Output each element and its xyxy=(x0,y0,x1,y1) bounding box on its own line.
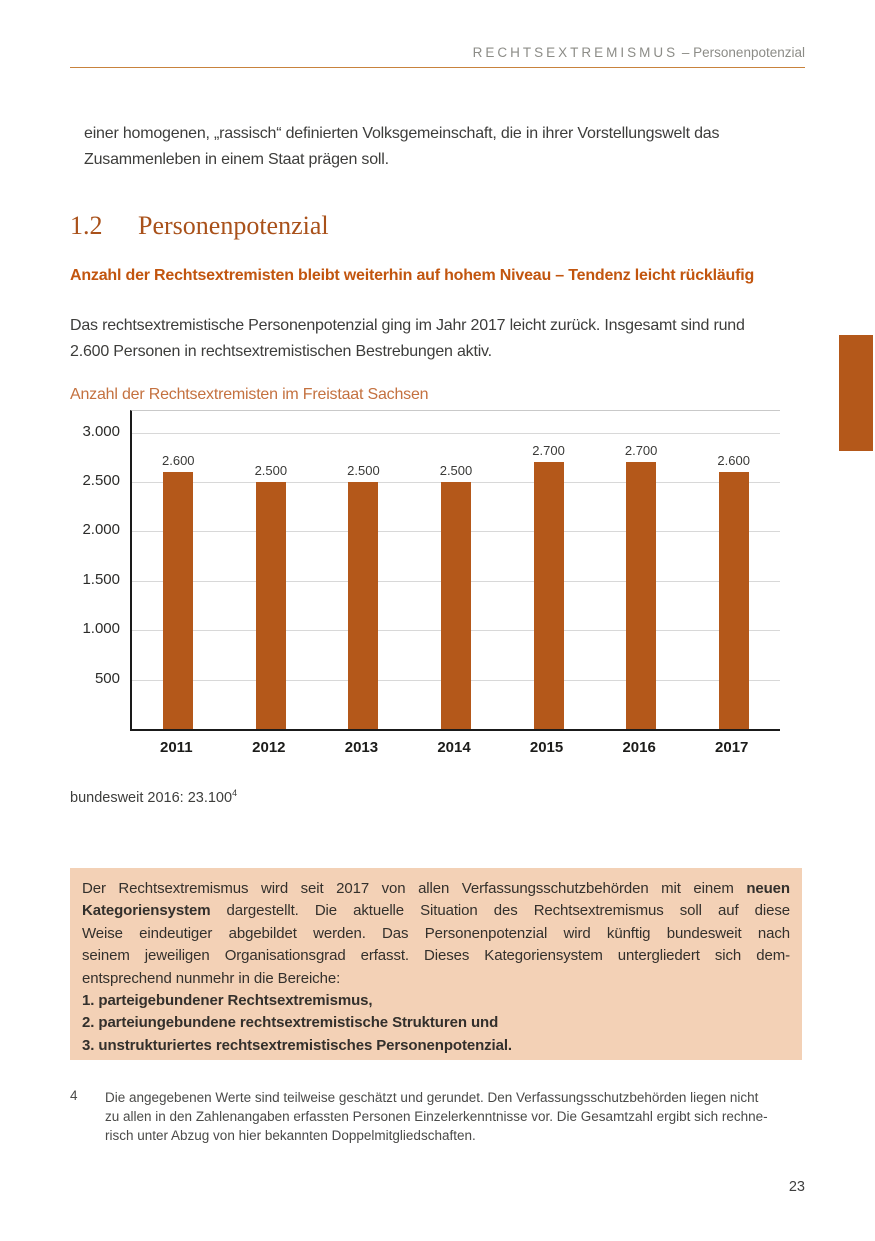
chart-plot-area: 2.600 2.500 2.500 2.500 2.700 2.700 2.600 xyxy=(130,410,780,731)
gridline-3.000 xyxy=(132,432,780,434)
bar-value-label-2016: 2.700 xyxy=(624,443,658,459)
y-axis-tick-2.000: 2.000 xyxy=(82,521,120,539)
chart-title: Anzahl der Rechtsextremisten im Freistaa… xyxy=(70,386,429,403)
section-subtitle: Anzahl der Rechtsextremisten bleibt weit… xyxy=(70,267,755,284)
info-box-line: seinem jeweiligen Organisationsgrad erfa… xyxy=(82,945,790,967)
x-axis-tick-2015: 2015 xyxy=(529,739,564,756)
y-axis-tick-1.000: 1.000 xyxy=(82,620,120,638)
x-axis-tick-2012: 2012 xyxy=(252,739,286,756)
info-box-bold-text: Kategoriensystem xyxy=(82,902,211,920)
bar-value-label-2015: 2.700 xyxy=(532,443,565,459)
header-subsection-label: Personenpotenzial xyxy=(693,45,805,60)
body-paragraph: Das rechtsextremistische Personenpotenzi… xyxy=(70,313,745,365)
header-separator: – xyxy=(678,45,694,60)
x-axis-tick-2017: 2017 xyxy=(715,739,749,756)
info-box-text: Der Rechtsextremismus wird seit 2017 von… xyxy=(82,880,747,897)
info-box-list-item: 3. unstrukturiertes rechtsextremistische… xyxy=(82,1036,512,1054)
bar-2014 xyxy=(441,481,471,729)
bar-value-label-2013: 2.500 xyxy=(347,462,380,478)
bar-2012 xyxy=(255,481,286,729)
x-axis-tick-2013: 2013 xyxy=(344,739,379,756)
bar-2011 xyxy=(163,472,194,729)
info-box: Der Rechtsextremismus wird seit 2017 von… xyxy=(70,868,802,1060)
section-heading: 1.2 Personenpotenzial xyxy=(70,211,329,241)
info-box-list-item: 2. parteiungebundene rechtsextremistisch… xyxy=(82,1014,499,1032)
text-line: Zusammenleben in einem Staat prägen soll… xyxy=(84,151,389,168)
info-box-list-item: 1. parteigebundener Rechtsextremismus, xyxy=(82,992,373,1010)
section-title: Personenpotenzial xyxy=(138,211,329,240)
text-line: risch unter Abzug von hier bekannten Dop… xyxy=(105,1128,476,1143)
info-box-line: Kategoriensystem dargestellt. Die aktuel… xyxy=(82,900,790,922)
x-axis-tick-2014: 2014 xyxy=(437,739,471,756)
page-header: RECHTSEXTREMISMUS – Personenpotenzial xyxy=(70,45,805,60)
section-number: 1.2 xyxy=(70,211,103,240)
bar-2015 xyxy=(533,462,564,729)
info-box-text: dargestellt. Die aktuelle Situation des … xyxy=(210,902,791,920)
y-axis-tick-500: 500 xyxy=(94,669,120,687)
info-box-text: entsprechend nunmehr in die Bereiche: xyxy=(82,969,341,987)
text-line: Das rechtsextremistische Personenpotenzi… xyxy=(70,317,745,334)
x-axis-tick-2016: 2016 xyxy=(622,739,656,756)
footnote-text: Die angegebenen Werte sind teilweise ges… xyxy=(105,1088,768,1145)
y-axis-tick-2.500: 2.500 xyxy=(82,471,120,489)
intro-paragraph: einer homogenen, „rassisch“ definierten … xyxy=(84,121,719,173)
info-box-line: Weise eindeutiger abgebildet werden. Das… xyxy=(82,923,790,945)
text-line: Die angegebenen Werte sind teilweise ges… xyxy=(105,1090,759,1105)
bar-value-label-2014: 2.500 xyxy=(439,462,473,478)
text-line: einer homogenen, „rassisch“ definierten … xyxy=(84,125,720,142)
text-line: zu allen in den Zahlenangaben erfassten … xyxy=(105,1109,768,1124)
y-axis-tick-1.500: 1.500 xyxy=(82,570,120,588)
y-axis-tick-3.000: 3.000 xyxy=(82,422,120,440)
bar-chart: 2.600 2.500 2.500 2.500 2.700 2.700 2.600 3.00… xyxy=(60,405,820,770)
info-box-text: Weise eindeutiger abgebildet werden. Das… xyxy=(82,924,790,942)
footnote-reference: 4 xyxy=(232,788,238,798)
bar-2016 xyxy=(626,462,657,729)
info-box-line: entsprechend nunmehr in die Bereiche: xyxy=(82,968,790,990)
info-box-bold-text: neuen xyxy=(746,880,790,897)
bar-2013 xyxy=(348,481,379,729)
header-rule xyxy=(70,67,805,68)
bar-value-label-2012: 2.500 xyxy=(254,462,288,478)
x-axis-tick-2011: 2011 xyxy=(160,739,193,756)
page-number: 23 xyxy=(788,1179,805,1195)
text-line: 2.600 Personen in rechtsextremistischen … xyxy=(70,343,492,360)
chapter-side-tab xyxy=(839,335,873,451)
bar-value-label-2011: 2.600 xyxy=(162,453,195,469)
bar-2017 xyxy=(718,472,749,729)
info-box-line: Der Rechtsextremismus wird seit 2017 von… xyxy=(82,878,790,900)
header-section-label: RECHTSEXTREMISMUS xyxy=(472,45,679,60)
footnote-marker: 4 xyxy=(70,1088,78,1103)
info-box-text: seinem jeweiligen Organisationsgrad erfa… xyxy=(82,947,790,965)
chart-note: bundesweit 2016: 23.1004 xyxy=(70,788,237,806)
chart-note-text: bundesweit 2016: 23.100 xyxy=(70,789,233,806)
bar-value-label-2017: 2.600 xyxy=(717,453,750,469)
